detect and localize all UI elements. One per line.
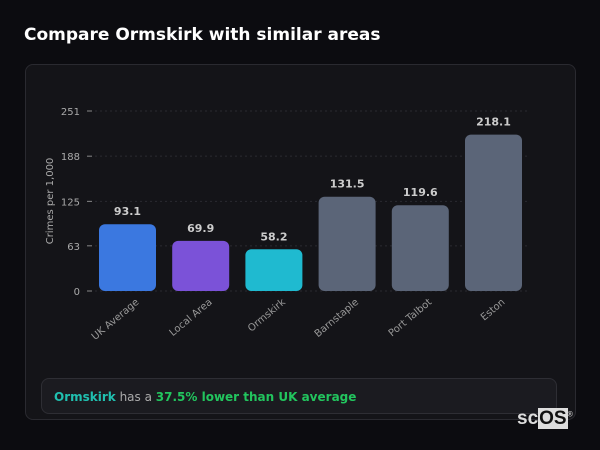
y-tick-label: 0 xyxy=(74,287,80,298)
data-label: 218.1 xyxy=(476,116,511,129)
y-tick-label: 188 xyxy=(61,152,80,163)
x-tick-label: Local Area xyxy=(168,297,215,339)
bar-local-area xyxy=(172,240,230,291)
y-tick-label: 251 xyxy=(61,107,80,118)
summary-box: Ormskirk has a 37.5% lower than UK avera… xyxy=(41,378,557,414)
x-tick-label: Eston xyxy=(479,297,507,323)
bar-port-talbot xyxy=(391,205,449,291)
x-tick-label: Ormskirk xyxy=(246,297,288,335)
x-tick-label: UK Average xyxy=(90,297,142,343)
y-axis-label: Crimes per 1,000 xyxy=(45,158,56,245)
logo: scOS® xyxy=(517,408,573,429)
data-label: 131.5 xyxy=(330,178,365,191)
summary-area: Ormskirk xyxy=(54,390,116,404)
y-tick-label: 125 xyxy=(61,197,80,208)
y-tick-label: 63 xyxy=(67,242,80,253)
data-label: 58.2 xyxy=(260,230,287,243)
x-tick-label: Barnstaple xyxy=(313,297,361,340)
bar-uk-average xyxy=(99,224,156,291)
bar-barnstaple xyxy=(318,196,376,291)
bar-eston xyxy=(465,134,522,291)
x-tick-label: Port Talbot xyxy=(387,297,435,339)
data-label: 119.6 xyxy=(403,186,438,199)
summary-comparison: 37.5% lower than UK average xyxy=(155,390,357,404)
data-label: 93.1 xyxy=(114,205,141,218)
bar-ormskirk xyxy=(245,249,303,291)
summary-middle: has a xyxy=(115,390,156,404)
data-label: 69.9 xyxy=(187,222,214,235)
page-title: Compare Ormskirk with similar areas xyxy=(24,25,381,45)
